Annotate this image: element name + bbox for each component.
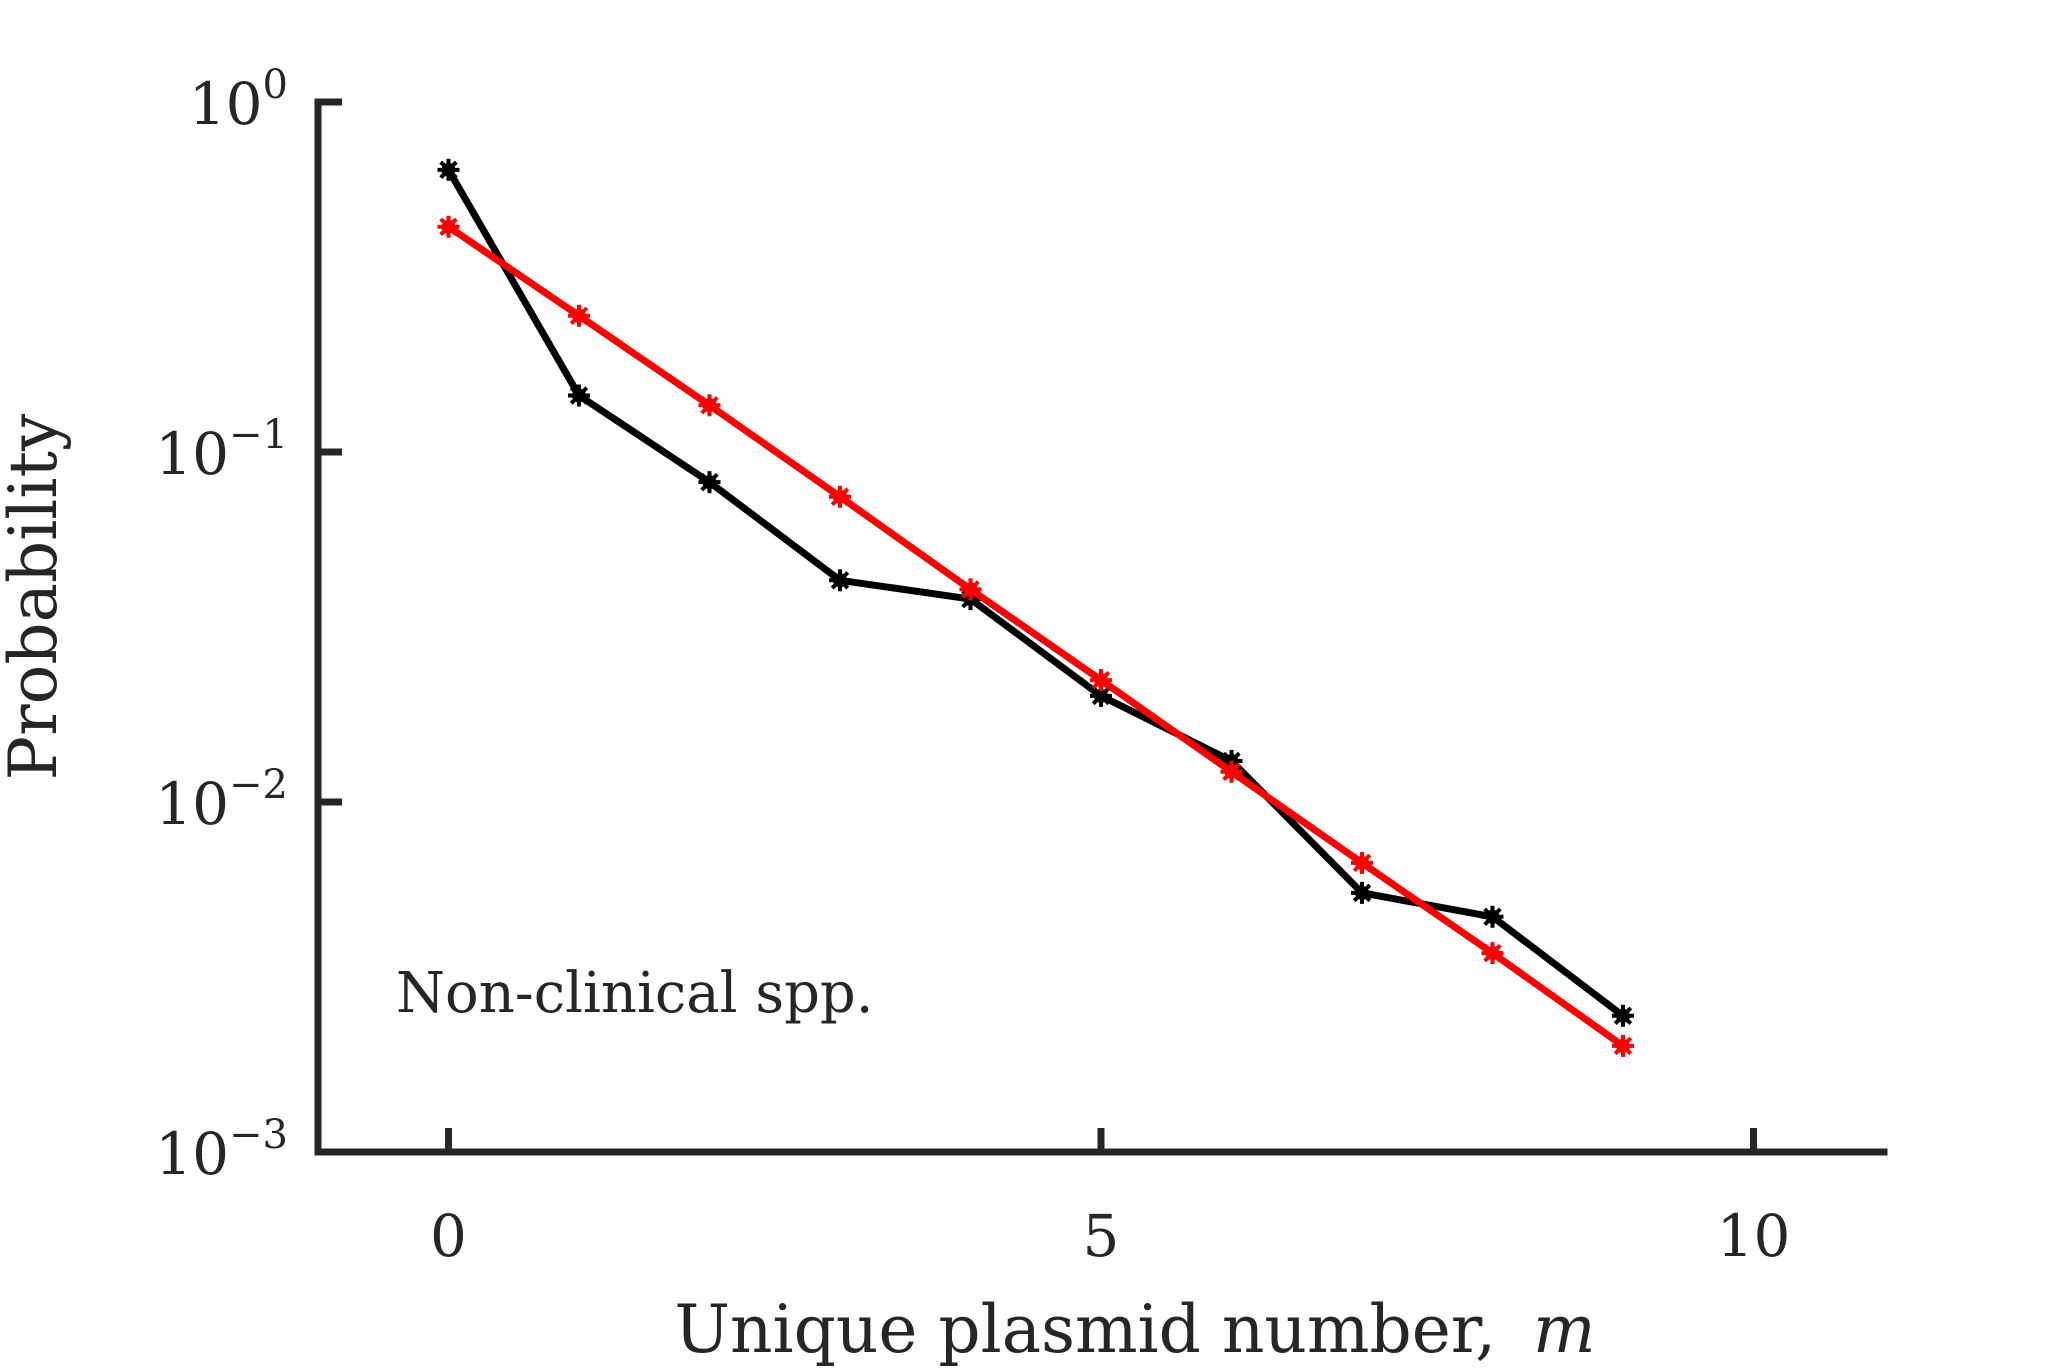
data-point (437, 158, 460, 181)
x-axis-title-text: Unique plasmid number, (674, 1291, 1496, 1368)
x-tick-label: 10 (1717, 1202, 1791, 1270)
data-point (1612, 1004, 1634, 1027)
data-point-star (1352, 883, 1372, 903)
data-point-star (569, 386, 589, 405)
y-tick-label: 10−2 (155, 762, 288, 838)
series-line (445, 223, 1627, 1050)
y-tick-base: 10 (155, 770, 229, 838)
y-tick-label: 10−3 (155, 1112, 288, 1188)
data-point-star (830, 487, 850, 506)
data-point (829, 569, 851, 592)
data-point-star (1352, 853, 1372, 873)
data-point-star (700, 396, 719, 415)
y-tick-label: 100 (189, 62, 288, 138)
data-point (959, 578, 982, 601)
data-point-star (961, 580, 980, 599)
data-point-star (1091, 670, 1111, 690)
data-point-star (1091, 686, 1111, 706)
x-tick-label: 5 (1083, 1202, 1120, 1270)
data-point-star (439, 217, 458, 236)
data-point (1351, 881, 1373, 904)
data-point (1481, 905, 1504, 928)
y-axis-title: Probability (0, 413, 72, 780)
data-point-star (1483, 907, 1502, 926)
data-point (568, 384, 590, 407)
data-point (1090, 684, 1112, 707)
y-tick-exponent: −1 (229, 412, 288, 458)
y-tick-base: 10 (189, 70, 263, 138)
y-tick-base: 10 (155, 1120, 229, 1188)
data-point-star (1613, 1006, 1633, 1025)
data-point (698, 471, 721, 494)
series-line (445, 166, 1627, 1020)
data-point-star (1483, 943, 1502, 963)
data-point-star (830, 571, 850, 590)
data-point (1612, 1034, 1634, 1057)
x-axis-title-variable: m (1533, 1291, 1596, 1368)
data-point-star (569, 306, 589, 325)
data-point (1481, 942, 1504, 965)
x-tick-label: 0 (430, 1202, 467, 1270)
y-tick-label: 10−1 (155, 412, 288, 488)
data-point (1220, 760, 1243, 783)
y-tick-exponent: −2 (229, 762, 288, 808)
data-point (829, 485, 851, 508)
series-layer (437, 158, 1634, 1057)
series-0 (437, 158, 1634, 1027)
data-point-star (700, 472, 719, 492)
data-point (1090, 669, 1112, 692)
y-tick-exponent: −3 (229, 1112, 288, 1158)
series-1 (437, 215, 1634, 1057)
data-point (568, 304, 590, 327)
chart-annotation: Non-clinical spp. (396, 961, 874, 1026)
data-point-star (1613, 1036, 1633, 1056)
data-point (698, 394, 721, 417)
y-tick-exponent: 0 (263, 62, 288, 108)
data-point (437, 215, 460, 238)
data-point-star (439, 160, 458, 180)
y-tick-base: 10 (155, 420, 229, 488)
data-point (1351, 851, 1373, 874)
x-axis-title: Unique plasmid number, m (674, 1291, 1595, 1368)
data-point-star (1222, 762, 1241, 781)
